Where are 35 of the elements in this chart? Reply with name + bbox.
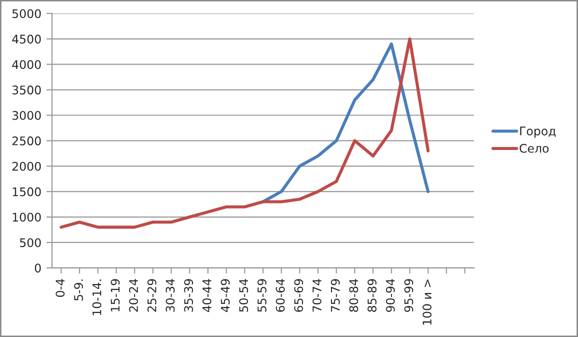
y-tick-label: 3000 — [12, 110, 41, 120]
x-tick-label: 75-79 — [330, 279, 340, 312]
x-tick-label: 10-14. — [92, 280, 102, 316]
y-tick-label: 0 — [34, 264, 41, 273]
y-tick-label: 5000 — [12, 9, 41, 18]
y-tick-label: 3500 — [12, 86, 41, 94]
x-tick-label: 90-94 — [386, 278, 395, 312]
x-tick-label: 0-4 — [56, 278, 65, 297]
x-tick-label: 85-89 — [368, 279, 376, 312]
y-tick-label: 1500 — [12, 187, 41, 196]
x-tick-label: 35-39 — [184, 279, 194, 312]
x-tick-label: 5-9. — [74, 280, 83, 300]
x-tick-label: 30-34 — [166, 278, 175, 312]
line-series — [60, 37, 430, 229]
y-tick-label: 4500 — [12, 34, 41, 44]
x-tick-label: 50-54 — [239, 278, 248, 312]
y-tick-label: 1000 — [12, 212, 41, 222]
x-tick-label: 65-69 — [294, 279, 304, 312]
x-tick-label: 100 и > — [422, 280, 432, 325]
x-tick-label: 45-49 — [220, 279, 230, 312]
y-tick-label: 4000 — [12, 60, 41, 70]
y-tick-label: 2000 — [12, 162, 41, 171]
legend-label: Село — [520, 144, 549, 153]
x-tick-label: 20-24 — [129, 278, 138, 312]
x-tick-label: 80-84 — [349, 278, 358, 312]
y-tick-label: 2500 — [12, 136, 41, 146]
x-tick-label: 25-29 — [147, 279, 156, 312]
legend-label: Город — [520, 126, 556, 138]
y-tick-label: 500 — [20, 238, 41, 248]
x-tick-label: 60-64 — [276, 278, 285, 312]
x-tick-label: 70-74 — [312, 278, 322, 312]
x-tick-label: 40-44 — [202, 278, 212, 312]
x-tick-label: 95-99 — [404, 279, 414, 312]
x-tick-label: 55-59 — [257, 279, 266, 312]
x-tick-label: 15-19 — [110, 279, 120, 312]
